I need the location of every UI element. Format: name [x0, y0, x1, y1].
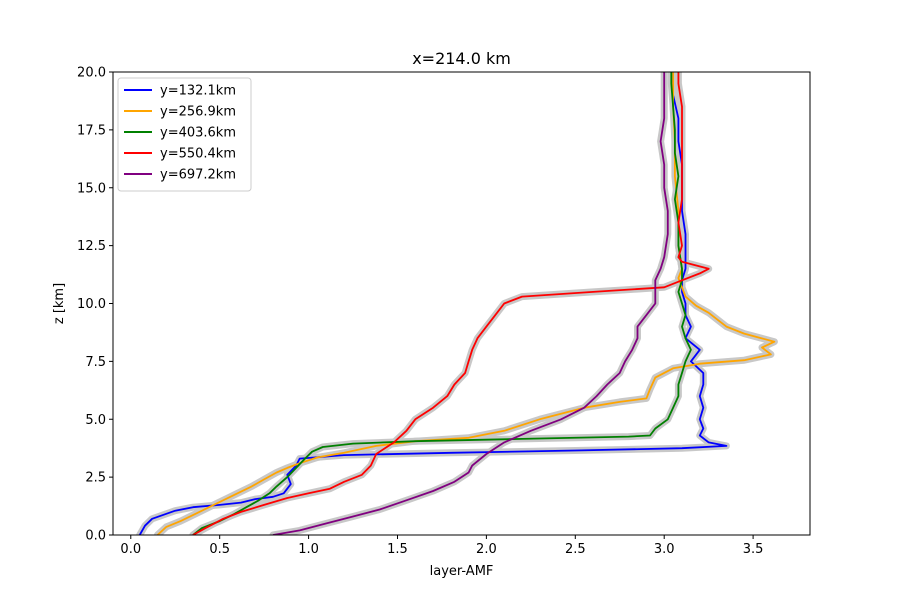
y-axis: 0.0 2.5 5.0 7.5 10.0 12.5 15.0 17.5 20.0: [77, 66, 113, 544]
y-tick-label: 12.5: [77, 239, 106, 254]
series-line-2: [192, 72, 692, 535]
legend-label: y=550.4km: [160, 147, 236, 162]
x-axis-label: layer-AMF: [430, 564, 494, 579]
y-axis-label: z [km]: [52, 283, 67, 324]
x-axis: 0.0 0.5 1.0 1.5 2.0 2.5 3.0 3.5: [120, 535, 763, 557]
y-tick-label: 10.0: [77, 297, 106, 312]
series-lines: [138, 72, 776, 535]
uncertainty-band-4: [269, 72, 672, 535]
legend-label: y=132.1km: [160, 84, 236, 99]
y-tick-label: 0.0: [85, 529, 106, 544]
uncertainty-band-3: [189, 72, 713, 535]
y-tick-label: 7.5: [85, 355, 106, 370]
legend-box: [117, 77, 252, 192]
x-tick-label: 1.0: [298, 542, 319, 557]
x-tick-label: 3.5: [743, 542, 764, 557]
uncertainty-band-2: [189, 72, 695, 535]
chart-title: x=214.0 km: [412, 49, 511, 68]
x-tick-label: 0.0: [120, 542, 141, 557]
series-line-4: [272, 72, 669, 535]
legend-label: y=697.2km: [160, 168, 236, 183]
y-tick-label: 15.0: [77, 181, 106, 196]
legend-label: y=256.9km: [160, 105, 236, 120]
legend: y=132.1km y=256.9km y=403.6km y=550.4km y=69…: [117, 77, 252, 192]
x-tick-label: 2.5: [565, 542, 586, 557]
legend-label: y=403.6km: [160, 126, 236, 141]
x-tick-label: 1.5: [387, 542, 408, 557]
x-tick-label: 3.0: [654, 542, 675, 557]
y-tick-label: 20.0: [77, 66, 106, 81]
y-tick-label: 5.0: [85, 413, 106, 428]
y-tick-label: 2.5: [85, 471, 106, 486]
x-tick-label: 0.5: [209, 542, 230, 557]
series-line-3: [192, 72, 710, 535]
y-tick-label: 17.5: [77, 123, 106, 138]
x-tick-label: 2.0: [476, 542, 497, 557]
